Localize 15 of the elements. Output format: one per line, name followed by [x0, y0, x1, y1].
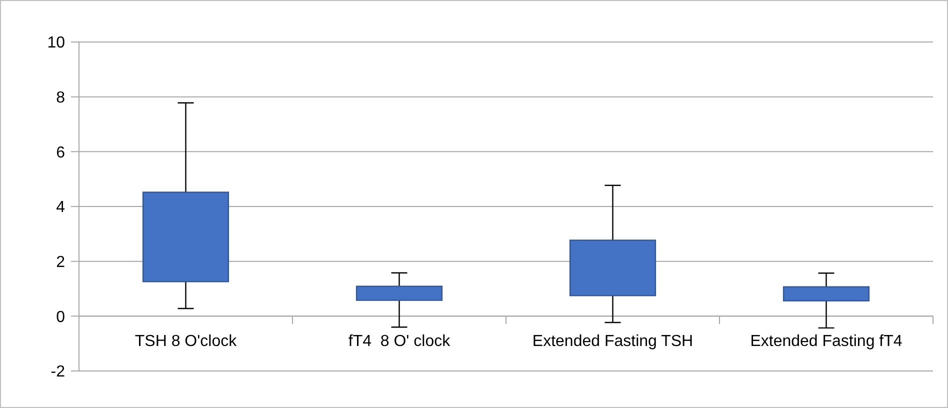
bar [142, 192, 230, 282]
bar [782, 286, 870, 302]
bar [356, 286, 443, 301]
x-tick-label: Extended Fasting TSH [532, 333, 694, 350]
bar [569, 240, 656, 296]
y-tick-label: 2 [56, 254, 66, 271]
y-tick-label: 4 [56, 199, 66, 216]
x-tick-label: Extended Fasting fT4 [750, 333, 902, 350]
y-tick-label: -2 [50, 364, 66, 381]
x-tick-label: TSH 8 O'clock [134, 333, 238, 350]
x-tick-label: fT4 8 O' clock [348, 333, 452, 350]
y-tick-label: 10 [47, 34, 66, 52]
y-tick-label: 6 [56, 144, 66, 162]
y-tick-label: 8 [56, 89, 66, 106]
y-tick-label: 0 [56, 308, 66, 326]
